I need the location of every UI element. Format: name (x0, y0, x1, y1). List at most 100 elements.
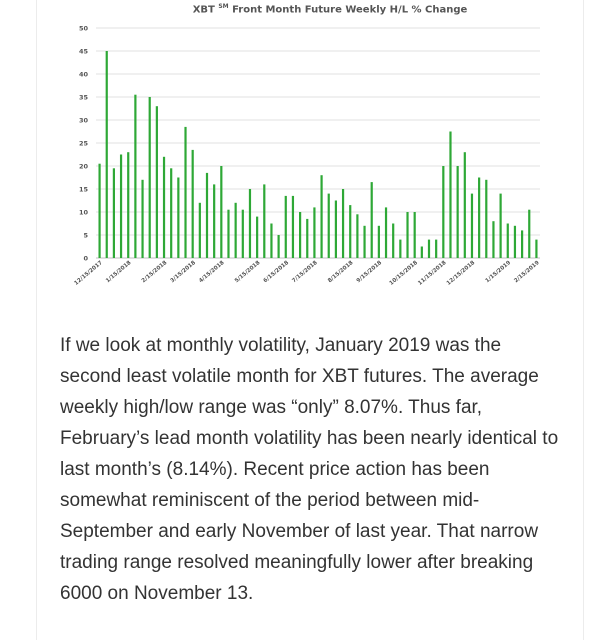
bar (320, 175, 323, 258)
bar (513, 225, 517, 258)
y-tick-label: 5 (83, 232, 88, 240)
bar (256, 216, 259, 258)
bar (478, 177, 481, 258)
left-divider-line (36, 0, 37, 640)
bar (334, 200, 337, 258)
bar (521, 230, 524, 258)
article-paragraph: If we look at monthly volatility, Januar… (60, 335, 559, 604)
bar (227, 209, 230, 258)
y-axis-ticks: 0 5 10 15 20 25 30 35 40 45 50 (79, 25, 89, 263)
bar (327, 193, 330, 258)
chart-bars (98, 51, 538, 259)
bar (241, 209, 244, 258)
bar (270, 223, 273, 258)
x-tick-label: 12/15/2018 (446, 260, 477, 287)
bar (499, 193, 502, 258)
bar (506, 223, 509, 258)
bar (234, 202, 237, 258)
chart-gridlines (96, 27, 540, 259)
y-tick-label: 10 (79, 209, 89, 217)
bar (449, 131, 452, 258)
bar (356, 214, 359, 258)
chart-title-prefix: XBT (192, 4, 215, 16)
bar (377, 225, 380, 258)
bar (127, 152, 130, 258)
x-tick-label: 12/15/2017 (73, 260, 104, 287)
bar (284, 195, 287, 258)
bar (413, 212, 416, 258)
bar (148, 97, 151, 258)
bar (399, 239, 402, 258)
bar (370, 182, 373, 258)
chart-title-suffix: Front Month Future Weekly H/L % Change (232, 4, 468, 16)
y-tick-label: 0 (83, 255, 88, 263)
x-tick-label: 3/15/2018 (170, 260, 198, 285)
y-tick-label: 20 (79, 163, 89, 171)
bar (141, 179, 144, 258)
y-tick-label: 15 (79, 186, 89, 194)
bar (191, 149, 194, 258)
bar (463, 152, 466, 258)
x-axis-ticks: 12/15/2017 1/15/2018 2/15/2018 3/15/2018 4/1… (73, 260, 540, 287)
x-tick-label: 5/15/2018 (234, 260, 262, 285)
bar (198, 202, 201, 258)
bar (213, 184, 216, 258)
y-tick-label: 35 (79, 94, 89, 102)
bar (98, 163, 101, 258)
right-divider-line (583, 0, 584, 640)
x-tick-label: 1/15/2018 (105, 260, 133, 285)
bar (442, 166, 445, 258)
bar (313, 207, 316, 258)
bar (392, 223, 395, 258)
bar (406, 212, 409, 258)
bar (119, 154, 123, 258)
bar (528, 209, 531, 258)
y-tick-label: 30 (79, 117, 89, 125)
y-tick-label: 45 (79, 48, 89, 56)
bar (105, 51, 108, 258)
bar (306, 218, 309, 258)
bar (299, 212, 302, 258)
bar (291, 195, 295, 258)
y-tick-label: 25 (79, 140, 89, 148)
bar (277, 235, 280, 258)
x-tick-label: 11/15/2018 (417, 260, 448, 287)
x-tick-label: 10/15/2018 (389, 260, 420, 287)
x-tick-label: 4/15/2018 (198, 260, 226, 285)
weekly-hl-change-chart: 0 5 10 15 20 25 30 35 40 45 50 12/15/2017 1/15/2018… (60, 0, 560, 300)
bar (420, 246, 423, 258)
x-tick-label: 8/15/2018 (327, 260, 355, 285)
x-tick-label: 2/15/2019 (513, 260, 541, 285)
x-tick-label: 6/15/2018 (263, 260, 291, 285)
bar (456, 166, 459, 258)
chart-title-service-mark: SM (218, 3, 229, 10)
bar (205, 172, 209, 258)
bar (341, 189, 345, 258)
bar (384, 207, 388, 258)
bar (162, 156, 166, 258)
bar (263, 184, 266, 258)
bar (427, 239, 431, 258)
x-tick-label: 7/15/2018 (291, 260, 319, 285)
bar (134, 94, 137, 258)
bar (492, 221, 495, 258)
bar (248, 189, 252, 258)
bar (470, 193, 474, 258)
bar (485, 179, 488, 258)
bar (535, 239, 538, 258)
y-tick-label: 50 (79, 25, 89, 33)
bar (184, 126, 187, 259)
bar (435, 239, 438, 258)
bar (177, 177, 180, 258)
bar (155, 106, 158, 258)
bar (112, 168, 115, 258)
x-tick-label: 9/15/2018 (356, 260, 384, 285)
y-tick-label: 40 (79, 71, 89, 79)
x-tick-label: 1/15/2019 (485, 260, 513, 285)
bar (363, 225, 366, 258)
chart-title: XBT SM Front Month Future Weekly H/L % C… (60, 3, 600, 15)
bar (349, 205, 352, 258)
chart-canvas: 0 5 10 15 20 25 30 35 40 45 50 12/15/2017 1/15/2018… (73, 25, 540, 287)
bar (170, 168, 173, 258)
x-tick-label: 2/15/2018 (141, 260, 169, 285)
